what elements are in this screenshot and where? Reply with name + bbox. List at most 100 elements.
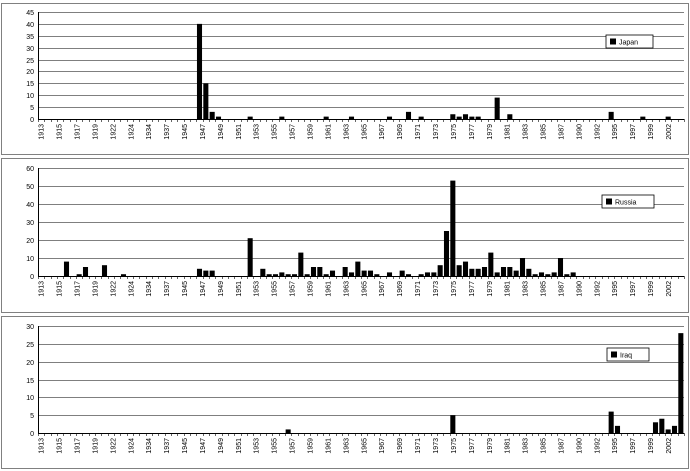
bar xyxy=(564,274,570,276)
bar xyxy=(247,116,253,119)
x-tick-label: 1975 xyxy=(451,281,458,297)
bar xyxy=(545,274,551,276)
x-tick-label: 1981 xyxy=(505,438,512,454)
x-tick-label: 1987 xyxy=(558,281,565,297)
bar xyxy=(450,415,456,433)
x-tick-label: 1945 xyxy=(182,438,189,454)
bar xyxy=(469,116,475,119)
y-tick-label: 15 xyxy=(26,81,34,88)
x-tick-label: 1913 xyxy=(39,438,46,454)
x-tick-label: 1955 xyxy=(272,438,279,454)
x-tick-label: 1915 xyxy=(57,124,64,140)
x-tick-label: 1961 xyxy=(325,124,332,140)
x-tick-label: 1917 xyxy=(75,124,82,140)
x-tick-label: 1973 xyxy=(433,281,440,297)
x-tick-label: 1957 xyxy=(290,438,297,454)
bar xyxy=(570,272,576,276)
legend: Japan xyxy=(605,34,654,49)
bar xyxy=(494,97,500,119)
x-tick-label: 1917 xyxy=(75,438,82,454)
x-tick-label: 1947 xyxy=(200,438,207,454)
x-tick-label: 1951 xyxy=(236,438,243,454)
x-tick-label: 1985 xyxy=(541,124,548,140)
bar xyxy=(279,116,285,119)
bar xyxy=(450,180,456,276)
x-tick-label: 1913 xyxy=(39,124,46,140)
x-tick-label: 1999 xyxy=(648,438,655,454)
bar xyxy=(266,274,272,276)
bar xyxy=(386,116,393,119)
y-tick-label: 50 xyxy=(26,184,34,191)
bar xyxy=(63,261,70,276)
y-tick-label: 5 xyxy=(30,413,34,420)
x-tick-label: 1971 xyxy=(415,438,422,454)
bar xyxy=(557,258,564,276)
bar xyxy=(443,231,450,276)
bar xyxy=(513,270,519,276)
panel-frame xyxy=(1,158,689,313)
x-tick-label: 1961 xyxy=(325,281,332,297)
x-tick-label: 1953 xyxy=(254,438,261,454)
x-tick-label: 1955 xyxy=(272,124,279,140)
x-tick-label: 1915 xyxy=(57,438,64,454)
legend: Iraq xyxy=(606,347,650,362)
bar xyxy=(665,116,671,119)
bar xyxy=(203,83,209,119)
x-tick-label: 1919 xyxy=(92,124,99,140)
x-tick-label: 1983 xyxy=(523,124,530,140)
bar xyxy=(342,267,348,276)
x-tick-label: 1992 xyxy=(594,124,601,140)
chart-panel-russia: 0 10 20 30 40 50 60 1913 1915 1917 1919 1922 1924 193… xyxy=(1,158,689,313)
bar xyxy=(399,270,405,276)
bar xyxy=(507,267,513,276)
x-tick-label: 1997 xyxy=(630,124,637,140)
legend-box xyxy=(601,194,655,209)
x-tick-label: 1961 xyxy=(325,438,332,454)
x-tick-label: 1947 xyxy=(200,281,207,297)
y-tick-label: 35 xyxy=(26,34,34,41)
y-tick-label: 45 xyxy=(26,10,34,17)
y-tick-label: 30 xyxy=(26,324,34,331)
x-tick-label: 1977 xyxy=(469,124,476,140)
y-tick-label: 30 xyxy=(26,46,34,53)
x-tick-label: 1975 xyxy=(451,124,458,140)
x-tick-label: 1973 xyxy=(433,124,440,140)
x-tick-label: 1967 xyxy=(379,281,386,297)
x-tick-label: 1965 xyxy=(361,438,368,454)
x-tick-label: 1922 xyxy=(110,281,117,297)
bar xyxy=(317,267,323,276)
bar xyxy=(386,272,393,276)
bar xyxy=(285,429,291,433)
legend-box xyxy=(605,34,654,49)
bar xyxy=(500,267,507,276)
x-tick-label: 1934 xyxy=(146,281,153,297)
x-tick-label: 1934 xyxy=(146,124,153,140)
y-tick-label: 0 xyxy=(30,431,34,438)
bar xyxy=(405,111,412,119)
x-tick-label: 2002 xyxy=(666,281,673,297)
x-tick-label: 1957 xyxy=(290,124,297,140)
x-tick-label: 1955 xyxy=(272,281,279,297)
x-tick-label: 1937 xyxy=(164,124,171,140)
x-tick-label: 1990 xyxy=(576,124,583,140)
x-tick-label: 1937 xyxy=(164,281,171,297)
x-tick-label: 1977 xyxy=(469,438,476,454)
x-tick-label: 1992 xyxy=(594,438,601,454)
bar xyxy=(76,274,82,276)
x-tick-label: 1922 xyxy=(110,124,117,140)
x-tick-label: 1915 xyxy=(57,281,64,297)
x-tick-label: 1924 xyxy=(128,281,135,297)
bar xyxy=(348,116,355,119)
x-tick-label: 1922 xyxy=(110,438,117,454)
x-tick-label: 1995 xyxy=(612,438,619,454)
x-tick-label: 1981 xyxy=(505,124,512,140)
bar xyxy=(608,411,614,433)
x-tick-label: 1959 xyxy=(308,124,315,140)
bar xyxy=(507,114,513,119)
legend-label: Russia xyxy=(615,200,637,207)
legend-swatch xyxy=(611,351,617,358)
x-tick-label: 1971 xyxy=(415,124,422,140)
x-tick-label: 1969 xyxy=(397,438,404,454)
bar xyxy=(304,274,310,276)
